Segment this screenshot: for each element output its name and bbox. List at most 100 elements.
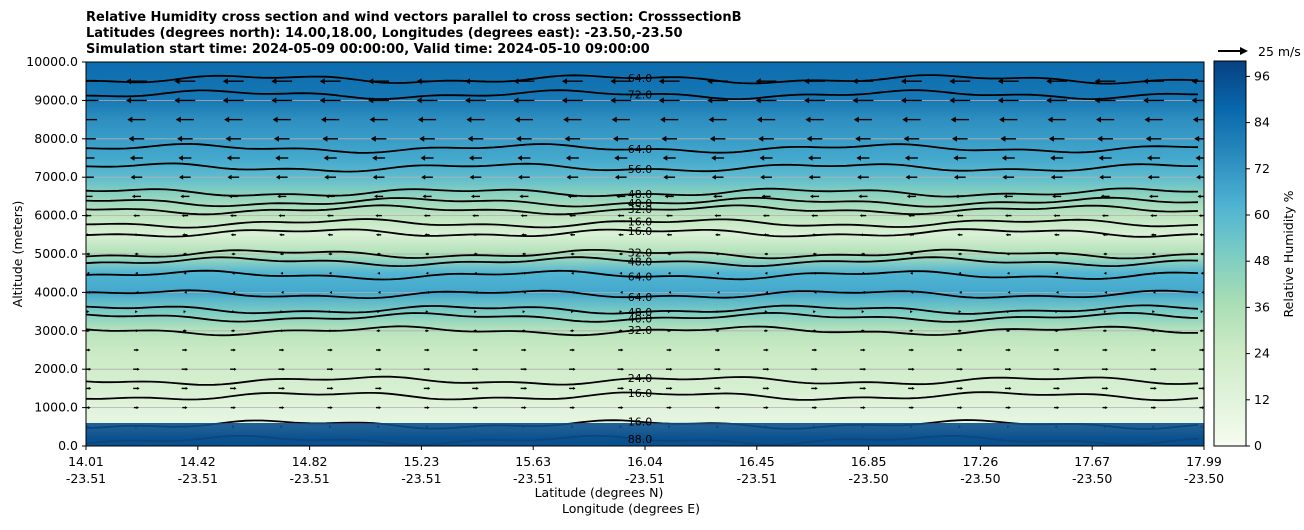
wind-vector-head: [715, 233, 718, 237]
wind-vector-head: [663, 174, 668, 180]
wind-vector-head: [422, 194, 426, 199]
wind-vector-head: [755, 78, 761, 85]
wind-vector-head: [716, 271, 719, 275]
wind-vector-head: [761, 194, 765, 199]
wind-vector-head: [330, 367, 334, 371]
wind-vector-head: [416, 78, 422, 85]
wind-vector-head: [128, 135, 134, 142]
x-tick-label-lat: 16.04: [627, 454, 663, 469]
wind-vector-head: [616, 194, 620, 199]
contour-line: [86, 89, 1199, 101]
wind-vector-head: [329, 290, 333, 294]
wind-vector-head: [572, 348, 575, 352]
wind-vector-head: [912, 386, 915, 390]
wind-vector-head: [278, 214, 281, 218]
wind-vector-head: [137, 386, 140, 390]
wind-vector-head: [668, 310, 671, 314]
wind-vector-head: [1003, 194, 1007, 199]
wind-vector-head: [1143, 97, 1149, 104]
wind-vector-head: [1006, 252, 1009, 256]
wind-vector-head: [1194, 135, 1200, 142]
wind-vector-head: [1105, 367, 1109, 371]
wind-vector-head: [86, 155, 87, 161]
wind-vector-head: [426, 290, 429, 294]
wind-vector-head: [1200, 252, 1203, 256]
wind-vector-head: [281, 290, 284, 294]
wind-vector-head: [855, 135, 861, 142]
wind-vector-head: [1007, 329, 1011, 333]
wind-vector-head: [910, 329, 914, 333]
contour-line: [86, 311, 1199, 323]
wind-vector-head: [669, 348, 672, 352]
wind-vector-head: [814, 406, 818, 410]
wind-vector-head: [765, 329, 769, 333]
surface-band: [86, 423, 1204, 446]
wind-vector-head: [78, 97, 83, 103]
wind-vector-head: [88, 406, 91, 410]
wind-vector-head: [522, 310, 526, 314]
title-block: Relative Humidity cross section and wind…: [86, 10, 742, 57]
wind-vector-head: [1002, 174, 1007, 180]
wind-vector-head: [756, 116, 762, 123]
wind-vector-head: [958, 310, 962, 314]
wind-vector-head: [960, 367, 964, 371]
contour-line: [86, 304, 1199, 315]
wind-vector-head: [321, 116, 327, 123]
wind-vector-head: [1192, 116, 1198, 123]
wind-vector-head: [184, 406, 188, 410]
x-tick-label-lat: 14.01: [68, 454, 104, 469]
wind-vector-head: [572, 406, 575, 410]
wind-vector-head: [330, 386, 334, 390]
wind-vector-head: [281, 329, 284, 333]
contour-label: 32.0: [628, 324, 653, 337]
wind-vector-head: [1152, 271, 1155, 275]
wind-vector-head: [475, 348, 479, 352]
wind-vector-head: [129, 155, 135, 161]
contour-line: [86, 228, 1199, 238]
wind-vector-head: [1096, 116, 1102, 123]
wind-vector-head: [709, 135, 715, 142]
wind-vector-head: [959, 348, 963, 352]
wind-vector-head: [766, 406, 769, 410]
wind-vector-head: [425, 271, 429, 275]
wind-vector-head: [717, 290, 720, 294]
contour-line: [86, 218, 1199, 229]
x-tick-label-lat: 16.45: [739, 454, 775, 469]
wind-vector-head: [862, 329, 865, 333]
wind-vector-head: [281, 406, 285, 410]
wind-vector-head: [466, 116, 472, 123]
wind-vector-head: [956, 214, 960, 218]
wind-vector-head: [571, 329, 575, 333]
wind-vector-head: [324, 174, 329, 180]
wind-vector-head: [1000, 135, 1006, 142]
wind-vector-head: [953, 155, 958, 161]
wind-vector-head: [1202, 348, 1204, 352]
y-tick-label: 9000.0: [34, 92, 78, 107]
wind-vector-head: [86, 252, 89, 256]
wind-vector-head: [279, 233, 282, 237]
wind-vector-head: [514, 116, 520, 123]
wind-vector-head: [282, 367, 285, 371]
wind-vector-head: [661, 135, 667, 142]
wind-vector-head: [952, 135, 958, 142]
x-axis: 14.01 -23.51 14.42 -23.51 14.82 -23.51 15.23 -2…: [66, 446, 1224, 486]
wind-vector-head: [1151, 252, 1155, 256]
wind-vector-head: [902, 116, 908, 123]
wind-vector-head: [960, 386, 964, 390]
x-tick-label-lon: -23.50: [848, 471, 888, 486]
x-tick-label-lat: 17.99: [1186, 454, 1222, 469]
contour-lines: [86, 74, 1199, 446]
wind-vector-head: [949, 97, 955, 104]
contour-label: 88.0: [628, 433, 653, 446]
wind-vector-head: [1047, 116, 1053, 123]
y-tick-label: 2000.0: [34, 361, 78, 376]
wind-vector-head: [564, 135, 570, 142]
x-tick-label-lat: 15.23: [404, 454, 440, 469]
wind-vector-head: [424, 233, 427, 237]
wind-vector-head: [379, 386, 382, 390]
wind-vector-head: [1053, 214, 1056, 218]
wind-vector-head: [863, 386, 867, 390]
wind-vector-head: [668, 329, 672, 333]
wind-vector-head: [135, 329, 139, 333]
wind-vector-head: [524, 367, 528, 371]
